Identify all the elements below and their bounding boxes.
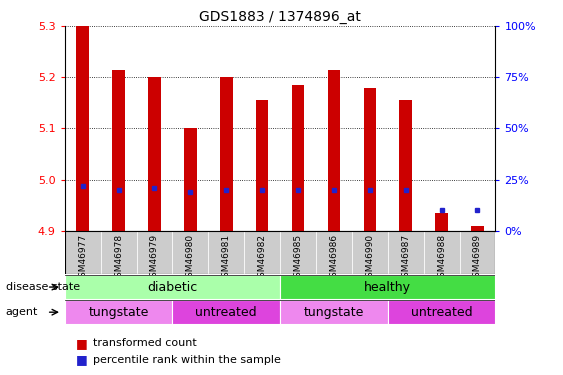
- Text: healthy: healthy: [364, 280, 411, 294]
- Text: disease state: disease state: [6, 282, 80, 292]
- Text: untreated: untreated: [411, 306, 472, 319]
- Text: transformed count: transformed count: [93, 338, 196, 348]
- Bar: [316, 231, 352, 274]
- Bar: [388, 300, 495, 324]
- Text: GSM46988: GSM46988: [437, 234, 446, 283]
- Bar: [292, 85, 305, 231]
- Text: ■: ■: [76, 354, 88, 366]
- Text: GSM46978: GSM46978: [114, 234, 123, 283]
- Bar: [101, 231, 137, 274]
- Bar: [112, 70, 125, 231]
- Bar: [424, 231, 459, 274]
- Text: GSM46979: GSM46979: [150, 234, 159, 283]
- Text: diabetic: diabetic: [148, 280, 198, 294]
- Bar: [77, 26, 89, 231]
- Bar: [328, 70, 340, 231]
- Text: GSM46987: GSM46987: [401, 234, 410, 283]
- Bar: [184, 129, 196, 231]
- Bar: [399, 100, 412, 231]
- Text: GSM46985: GSM46985: [293, 234, 302, 283]
- Text: GSM46977: GSM46977: [78, 234, 87, 283]
- Bar: [388, 231, 424, 274]
- Bar: [244, 231, 280, 274]
- Bar: [172, 300, 280, 324]
- Text: tungstate: tungstate: [88, 306, 149, 319]
- Bar: [137, 231, 172, 274]
- Text: untreated: untreated: [195, 306, 257, 319]
- Text: GSM46982: GSM46982: [258, 234, 267, 283]
- Bar: [352, 231, 388, 274]
- Text: GSM46989: GSM46989: [473, 234, 482, 283]
- Bar: [65, 275, 280, 299]
- Bar: [280, 300, 388, 324]
- Bar: [148, 77, 161, 231]
- Text: ■: ■: [76, 337, 88, 350]
- Text: GSM46986: GSM46986: [329, 234, 338, 283]
- Bar: [364, 88, 376, 231]
- Bar: [256, 100, 269, 231]
- Text: GSM46981: GSM46981: [222, 234, 231, 283]
- Bar: [280, 275, 495, 299]
- Bar: [172, 231, 208, 274]
- Title: GDS1883 / 1374896_at: GDS1883 / 1374896_at: [199, 10, 361, 24]
- Text: GSM46990: GSM46990: [365, 234, 374, 283]
- Bar: [65, 300, 172, 324]
- Text: percentile rank within the sample: percentile rank within the sample: [93, 355, 281, 365]
- Bar: [459, 231, 495, 274]
- Bar: [220, 77, 233, 231]
- Bar: [280, 231, 316, 274]
- Text: tungstate: tungstate: [304, 306, 364, 319]
- Bar: [208, 231, 244, 274]
- Text: GSM46980: GSM46980: [186, 234, 195, 283]
- Bar: [435, 213, 448, 231]
- Bar: [65, 231, 101, 274]
- Text: agent: agent: [6, 307, 38, 317]
- Bar: [471, 225, 484, 231]
